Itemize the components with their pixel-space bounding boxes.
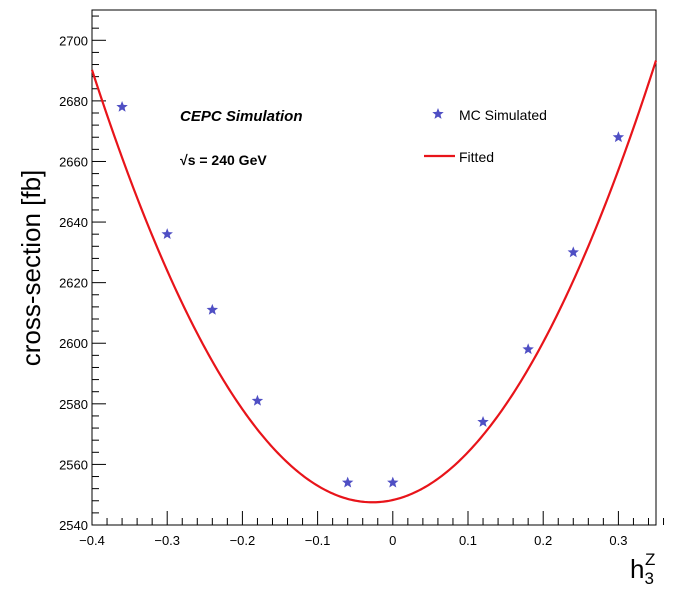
x-tick-label: −0.3 <box>154 533 180 548</box>
y-tick-label: 2680 <box>59 94 88 109</box>
data-point <box>387 476 399 488</box>
x-axis-label: h3Z <box>630 550 655 588</box>
plot-frame-group <box>91 9 657 526</box>
data-point <box>341 476 354 488</box>
sqrt-symbol: √ <box>180 152 188 168</box>
y-tick-label: 2700 <box>59 33 88 48</box>
x-axis-label-sub: 3 <box>644 569 653 588</box>
energy-value: s = 240 GeV <box>188 152 268 168</box>
y-tick-label: 2600 <box>59 336 88 351</box>
legend-star-icon <box>432 108 444 119</box>
data-point <box>612 131 625 143</box>
legend-label-fit: Fitted <box>459 149 494 165</box>
data-point <box>477 416 489 427</box>
x-tick-label: 0 <box>389 533 396 548</box>
x-tick-label: 0.2 <box>534 533 552 548</box>
mc-points <box>116 100 625 488</box>
x-axis-label-main: h <box>630 554 644 584</box>
y-tick-label: 2620 <box>59 276 88 291</box>
y-axis: 2540 2560 2580 2600 2620 2640 2660 2680 2700 <box>59 15 106 533</box>
y-tick-label: 2540 <box>59 518 88 533</box>
x-tick-label: 0.3 <box>609 533 627 548</box>
data-point <box>522 343 534 355</box>
energy-label: √s = 240 GeV <box>180 152 267 168</box>
data-point <box>251 394 264 406</box>
y-axis-label: cross-section [fb] <box>16 170 46 367</box>
fitted-curve <box>90 60 658 504</box>
x-tick-label: 0.1 <box>459 533 477 548</box>
legend-label-mc: MC Simulated <box>459 107 547 123</box>
data-point <box>567 246 579 258</box>
x-axis-label-sup: Z <box>645 550 655 569</box>
plot-frame <box>91 9 657 526</box>
experiment-label: CEPC Simulation <box>180 108 303 125</box>
y-tick-label: 2640 <box>59 215 88 230</box>
y-tick-label: 2560 <box>59 457 88 472</box>
data-point <box>116 100 128 112</box>
data-point <box>206 303 219 315</box>
x-tick-label: −0.4 <box>79 533 105 548</box>
y-tick-label: 2580 <box>59 397 88 412</box>
data-point <box>161 228 173 240</box>
x-tick-label: −0.1 <box>305 533 331 548</box>
x-tick-label: −0.2 <box>230 533 256 548</box>
x-axis: −0.4 −0.3 −0.2 −0.1 0 0.1 0.2 0.3 <box>79 511 665 548</box>
y-tick-label: 2660 <box>59 154 88 169</box>
legend: MC Simulated Fitted <box>424 107 547 165</box>
